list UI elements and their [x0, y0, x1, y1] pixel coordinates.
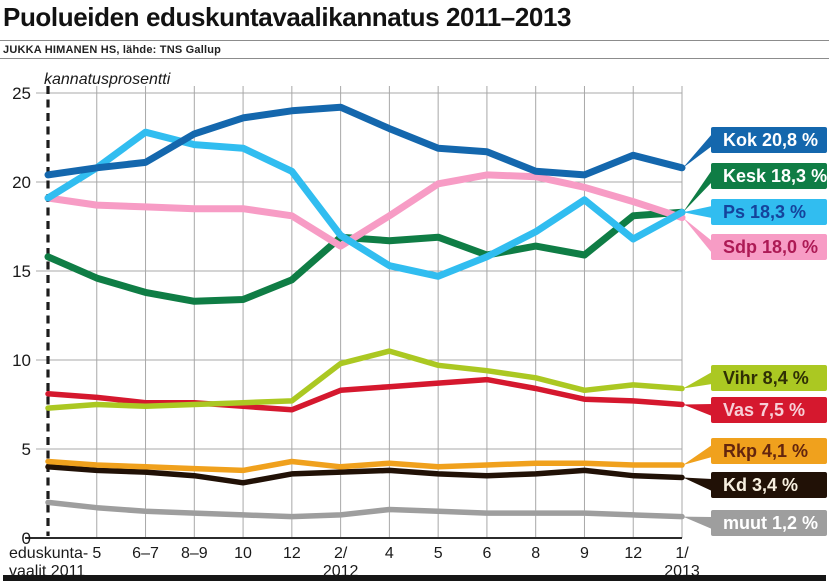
x-tick-1: 5	[92, 545, 102, 562]
series-line-kesk	[44, 208, 686, 305]
series-line-rkp	[45, 458, 685, 474]
y-tick-5: 5	[21, 440, 31, 459]
series-line-kd	[45, 464, 685, 486]
series-line-vas	[45, 376, 685, 413]
x-tick-2: 6–7	[132, 545, 159, 562]
legend-label-kd: Kd 3,4 %	[711, 472, 827, 498]
legend-label-sdp: Sdp 18,0 %	[711, 234, 827, 260]
y-tick-25: 25	[12, 84, 31, 103]
series-line-ps	[44, 128, 686, 280]
legend-tail-sdp	[683, 217, 712, 253]
legend-tail-kok	[683, 134, 712, 168]
x-tick-4: 10	[234, 545, 252, 562]
legend-tail-vihr	[683, 372, 712, 389]
x-tick-7: 4	[384, 545, 394, 562]
series-line-sdp	[44, 171, 686, 250]
page-title: Puolueiden eduskuntavaalikannatus 2011–2…	[3, 2, 572, 32]
x-tick-5: 12	[282, 545, 301, 562]
y-tick-10: 10	[12, 351, 31, 370]
x-tick-11: 9	[580, 545, 589, 562]
legend-label-vas: Vas 7,5 %	[711, 397, 827, 423]
legend-label-muut: muut 1,2 %	[711, 510, 827, 536]
series-line-vihr	[45, 348, 685, 411]
header-rule-bottom	[0, 58, 829, 59]
legend-tail-rkp	[683, 445, 712, 466]
y-tick-0: 0	[21, 529, 31, 548]
y-axis-title: kannatusprosentti	[44, 71, 171, 88]
legend-tail-muut	[683, 516, 712, 529]
legend-tail-kesk	[683, 170, 712, 213]
y-tick-15: 15	[12, 262, 31, 281]
legend-tail-kd	[683, 477, 712, 491]
legend-tail-ps	[683, 206, 712, 218]
legend-tail-vas	[683, 404, 712, 416]
header-rule-top	[0, 40, 829, 41]
series-line-muut	[45, 499, 685, 520]
legend-label-kok: Kok 20,8 %	[711, 127, 827, 153]
x-tick-8: 5	[433, 545, 443, 562]
legend-label-ps: Ps 18,3 %	[711, 199, 827, 225]
byline: JUKKA HIMANEN HS, lähde: TNS Gallup	[3, 44, 222, 56]
x-tick-12: 12	[624, 545, 643, 562]
x-tick-9: 6	[482, 545, 492, 562]
y-tick-20: 20	[12, 173, 31, 192]
series-line-kok	[44, 103, 686, 179]
x-tick-3: 8–9	[180, 545, 208, 562]
footer-bar	[3, 575, 826, 581]
legend-label-rkp: Rkp 4,1 %	[711, 438, 827, 464]
legend-pointer-tails	[683, 134, 712, 529]
legend-label-vihr: Vihr 8,4 %	[711, 365, 827, 391]
legend-label-kesk: Kesk 18,3 %	[711, 163, 827, 189]
x-tick-10: 8	[531, 545, 541, 562]
